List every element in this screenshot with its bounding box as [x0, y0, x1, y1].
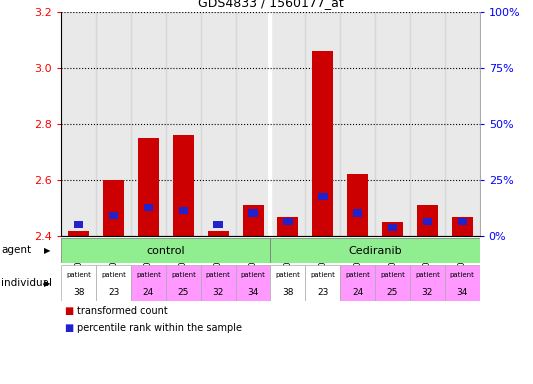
- Bar: [457, 218, 467, 225]
- Bar: [248, 210, 258, 217]
- Text: 25: 25: [387, 288, 398, 297]
- Text: patient: patient: [206, 272, 231, 278]
- Bar: [445, 12, 480, 236]
- Bar: [312, 51, 333, 236]
- Bar: [96, 265, 131, 301]
- Bar: [445, 265, 480, 301]
- Bar: [208, 230, 229, 236]
- Bar: [236, 12, 270, 236]
- Text: patient: patient: [240, 272, 265, 278]
- Bar: [236, 265, 270, 301]
- Bar: [201, 12, 236, 236]
- Bar: [410, 265, 445, 301]
- Text: ■: ■: [64, 306, 73, 316]
- Text: ▶: ▶: [44, 279, 50, 288]
- Text: percentile rank within the sample: percentile rank within the sample: [77, 323, 243, 333]
- Text: patient: patient: [101, 272, 126, 278]
- Text: 32: 32: [213, 288, 224, 297]
- Bar: [179, 207, 188, 214]
- Bar: [375, 265, 410, 301]
- Bar: [173, 135, 194, 236]
- Text: 34: 34: [247, 288, 259, 297]
- Bar: [353, 210, 362, 217]
- Bar: [166, 12, 201, 236]
- Text: ■: ■: [64, 323, 73, 333]
- Bar: [243, 205, 263, 236]
- Text: patient: patient: [450, 272, 475, 278]
- Text: control: control: [147, 245, 185, 256]
- Text: patient: patient: [310, 272, 335, 278]
- Text: 24: 24: [143, 288, 154, 297]
- Text: patient: patient: [136, 272, 161, 278]
- Bar: [270, 238, 480, 263]
- Text: patient: patient: [415, 272, 440, 278]
- Text: patient: patient: [276, 272, 301, 278]
- Bar: [201, 265, 236, 301]
- Bar: [278, 217, 298, 236]
- Bar: [214, 221, 223, 228]
- Bar: [270, 12, 271, 236]
- Text: patient: patient: [66, 272, 91, 278]
- Bar: [283, 218, 293, 225]
- Bar: [74, 221, 84, 228]
- Text: 24: 24: [352, 288, 364, 297]
- Bar: [305, 12, 340, 236]
- Text: patient: patient: [171, 272, 196, 278]
- Bar: [68, 230, 89, 236]
- Text: 23: 23: [317, 288, 328, 297]
- Text: patient: patient: [380, 272, 405, 278]
- Bar: [270, 265, 305, 301]
- Text: 23: 23: [108, 288, 119, 297]
- Bar: [109, 212, 118, 219]
- Text: 32: 32: [422, 288, 433, 297]
- Bar: [61, 265, 96, 301]
- Text: 38: 38: [282, 288, 294, 297]
- Title: GDS4833 / 1560177_at: GDS4833 / 1560177_at: [198, 0, 343, 9]
- Bar: [131, 265, 166, 301]
- Bar: [138, 138, 159, 236]
- Bar: [61, 12, 96, 236]
- Text: agent: agent: [1, 245, 31, 255]
- Bar: [410, 12, 445, 236]
- Bar: [417, 205, 438, 236]
- Bar: [166, 265, 201, 301]
- Text: Cediranib: Cediranib: [348, 245, 402, 256]
- Bar: [131, 12, 166, 236]
- Text: individual: individual: [1, 278, 52, 288]
- Bar: [347, 174, 368, 236]
- Text: 38: 38: [73, 288, 84, 297]
- Text: patient: patient: [345, 272, 370, 278]
- Bar: [270, 12, 305, 236]
- Bar: [305, 265, 340, 301]
- Bar: [423, 218, 432, 225]
- Text: 34: 34: [457, 288, 468, 297]
- Bar: [388, 223, 397, 230]
- Bar: [340, 12, 375, 236]
- Bar: [103, 180, 124, 236]
- Bar: [318, 193, 327, 200]
- Bar: [452, 217, 473, 236]
- Text: ▶: ▶: [44, 246, 50, 255]
- Bar: [96, 12, 131, 236]
- Bar: [144, 204, 153, 211]
- Text: 25: 25: [177, 288, 189, 297]
- Bar: [340, 265, 375, 301]
- Bar: [382, 222, 403, 236]
- Bar: [375, 12, 410, 236]
- Text: transformed count: transformed count: [77, 306, 168, 316]
- Bar: [61, 238, 270, 263]
